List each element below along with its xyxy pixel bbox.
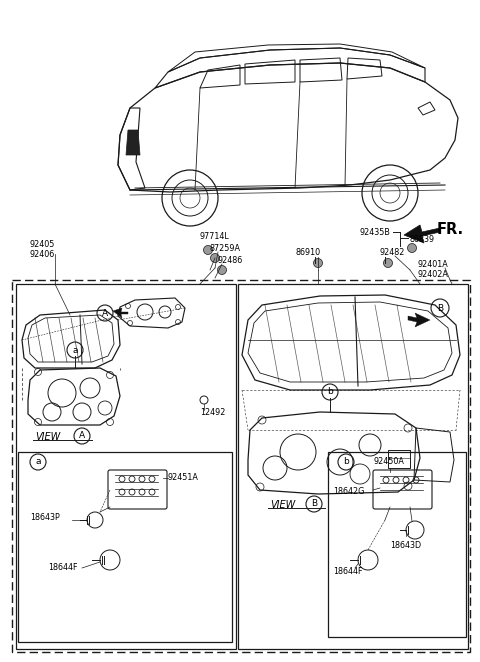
Text: 12492: 12492	[200, 408, 226, 417]
Text: A: A	[102, 308, 108, 318]
Text: 87259A: 87259A	[210, 244, 241, 253]
Circle shape	[313, 258, 323, 267]
Text: 92486: 92486	[218, 256, 243, 265]
Circle shape	[408, 244, 417, 252]
Text: a: a	[35, 457, 41, 467]
Text: FR.: FR.	[437, 222, 464, 237]
Circle shape	[211, 254, 219, 263]
Text: 92402A: 92402A	[418, 270, 449, 279]
Polygon shape	[404, 225, 440, 243]
Text: 92435B: 92435B	[360, 228, 391, 237]
Text: 86910: 86910	[296, 248, 321, 257]
Text: 92451A: 92451A	[168, 473, 199, 483]
Text: 92406: 92406	[30, 250, 55, 259]
Text: a: a	[72, 346, 78, 354]
Text: b: b	[343, 457, 349, 467]
Text: b: b	[327, 387, 333, 397]
Polygon shape	[126, 130, 140, 155]
Text: 92405: 92405	[30, 240, 55, 249]
Circle shape	[204, 246, 213, 254]
Polygon shape	[408, 313, 430, 327]
Text: 18644F: 18644F	[333, 567, 362, 577]
Text: 92450A: 92450A	[373, 457, 404, 467]
Circle shape	[384, 258, 393, 267]
Text: 97714L: 97714L	[200, 232, 230, 241]
Text: A: A	[79, 432, 85, 440]
Text: 18643P: 18643P	[30, 512, 60, 522]
Text: B: B	[311, 500, 317, 508]
Text: 18643D: 18643D	[390, 542, 421, 551]
Text: 92401A: 92401A	[418, 260, 449, 269]
Polygon shape	[113, 308, 128, 318]
Text: VIEW: VIEW	[270, 500, 295, 510]
Text: 86839: 86839	[410, 235, 435, 244]
Text: B: B	[437, 303, 443, 312]
Text: 92482: 92482	[380, 248, 406, 257]
Circle shape	[217, 265, 227, 275]
Text: 18642G: 18642G	[333, 487, 364, 496]
Text: VIEW: VIEW	[35, 432, 60, 442]
Text: 18644F: 18644F	[48, 563, 77, 573]
